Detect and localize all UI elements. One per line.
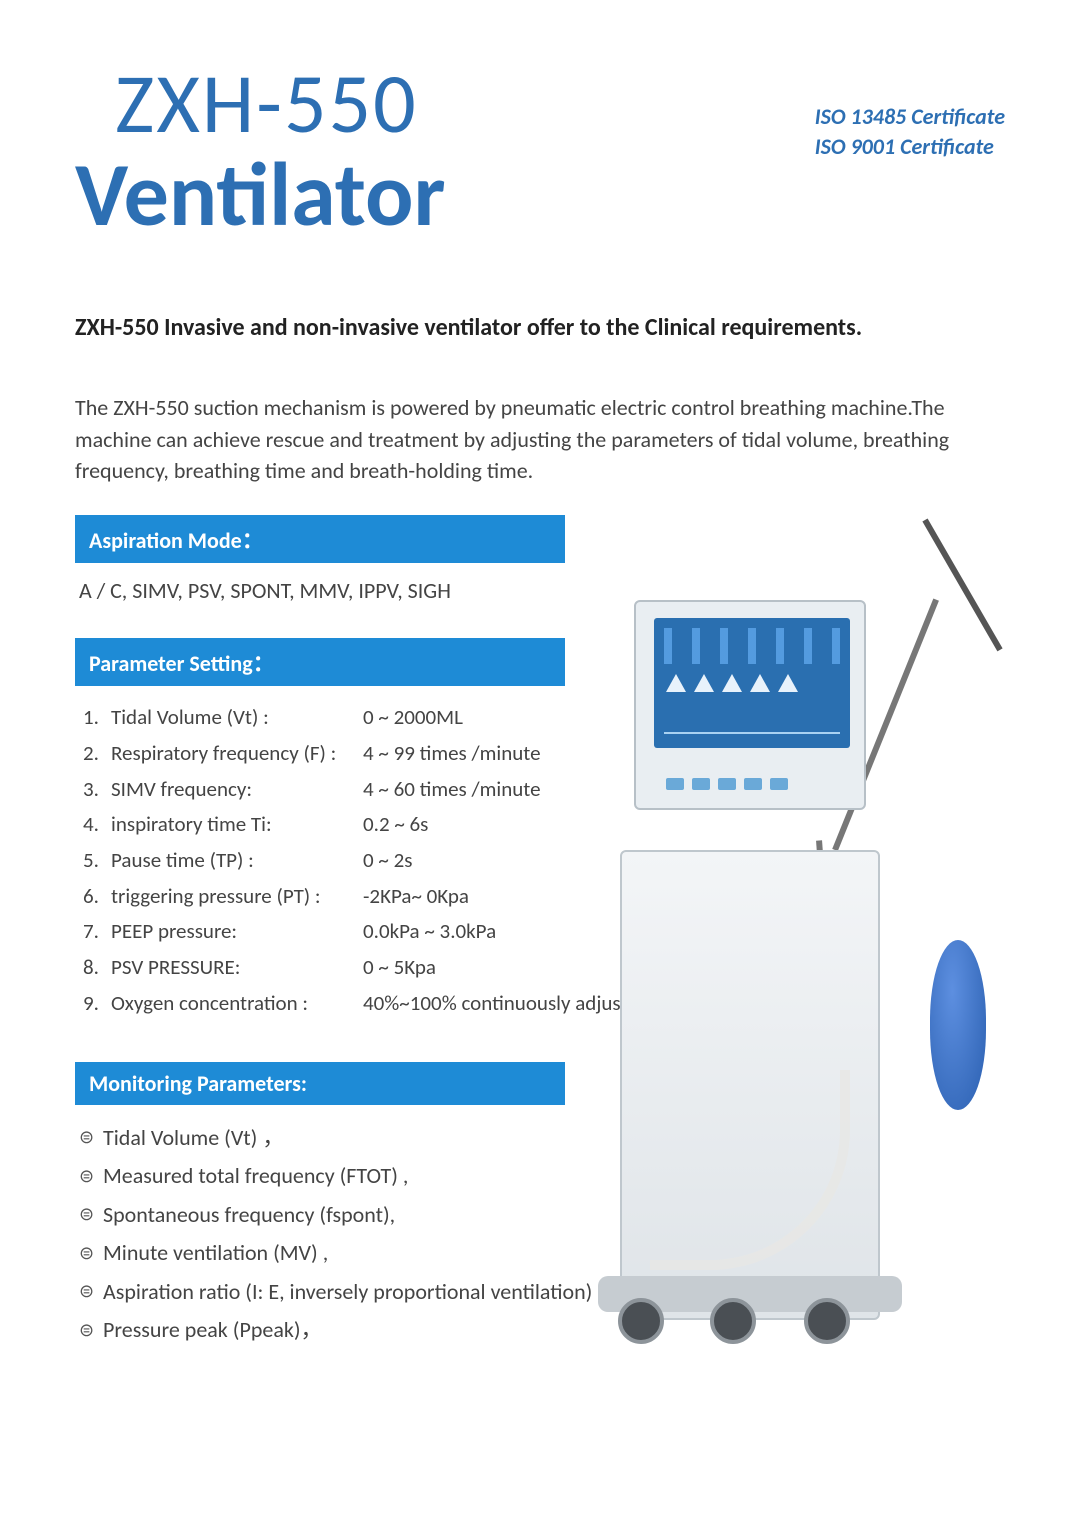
- param-label: triggering pressure (PT) :: [111, 879, 363, 915]
- section-parameter-title: Parameter Setting：: [75, 638, 565, 686]
- monitoring-text: Spontaneous frequency (fspont),: [103, 1196, 395, 1235]
- breathing-bag-icon: [930, 940, 986, 1110]
- bullet-icon: ⊜: [79, 1315, 103, 1347]
- header: ZXH-550 Ventilator ISO 13485 Certificate…: [75, 60, 1005, 243]
- bullet-icon: ⊜: [79, 1238, 103, 1270]
- param-label: Oxygen concentration :: [111, 986, 363, 1022]
- bullet-icon: ⊜: [79, 1276, 103, 1308]
- intro-paragraph: The ZXH-550 suction mechanism is powered…: [75, 392, 1005, 488]
- product-image: [590, 600, 1020, 1340]
- bullet-icon: ⊜: [79, 1199, 103, 1231]
- wheel-icon: [710, 1298, 756, 1344]
- param-number: 9.: [83, 986, 111, 1022]
- param-label: Respiratory frequency (F) :: [111, 736, 363, 772]
- param-number: 8.: [83, 950, 111, 986]
- title-block: ZXH-550 Ventilator: [75, 60, 445, 243]
- cert-line: ISO 13485 Certificate: [815, 102, 1005, 132]
- product-name: Ventilator: [75, 148, 445, 243]
- monitoring-text: Tidal Volume (Vt) ，: [103, 1119, 284, 1158]
- section-monitoring-title: Monitoring Parameters:: [75, 1062, 565, 1105]
- param-label: SIMV frequency:: [111, 772, 363, 808]
- param-number: 1.: [83, 700, 111, 736]
- param-number: 7.: [83, 914, 111, 950]
- param-label: Pause time (TP) :: [111, 843, 363, 879]
- param-label: PEEP pressure:: [111, 914, 363, 950]
- monitoring-text: Aspiration ratio (I: E, inversely propor…: [103, 1273, 592, 1312]
- param-label: Tidal Volume (Vt) :: [111, 700, 363, 736]
- param-label: PSV PRESSURE:: [111, 950, 363, 986]
- bullet-icon: ⊜: [79, 1122, 103, 1154]
- monitoring-text: Pressure peak (Ppeak)，: [103, 1311, 323, 1350]
- param-number: 5.: [83, 843, 111, 879]
- monitoring-text: Measured total frequency (FTOT) ,: [103, 1157, 408, 1196]
- bullet-icon: ⊜: [79, 1161, 103, 1193]
- wheel-icon: [804, 1298, 850, 1344]
- certifications: ISO 13485 Certificate ISO 9001 Certifica…: [815, 102, 1005, 161]
- product-model: ZXH-550: [75, 60, 445, 148]
- wheel-icon: [618, 1298, 664, 1344]
- subheading: ZXH-550 Invasive and non-invasive ventil…: [75, 313, 1005, 342]
- param-number: 4.: [83, 807, 111, 843]
- param-label: inspiratory time Ti:: [111, 807, 363, 843]
- device-monitor-icon: [634, 600, 866, 810]
- param-number: 6.: [83, 879, 111, 915]
- section-aspiration-title: Aspiration Mode：: [75, 515, 565, 563]
- monitoring-text: Minute ventilation (MV) ,: [103, 1234, 328, 1273]
- cert-line: ISO 9001 Certificate: [815, 132, 1005, 162]
- param-number: 2.: [83, 736, 111, 772]
- param-number: 3.: [83, 772, 111, 808]
